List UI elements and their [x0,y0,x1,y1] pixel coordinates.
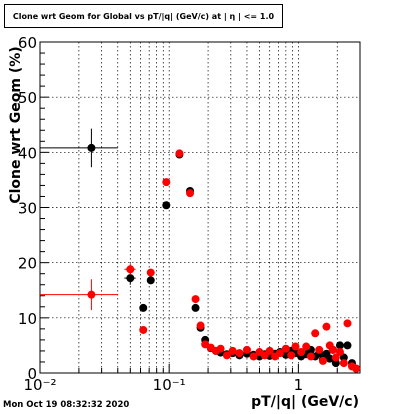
data-point [306,352,315,361]
data-point [242,345,251,354]
x-axis-label: pT/|q| (GeV/c) [251,394,359,410]
data-point [126,274,135,283]
y-tick-label: 30 [18,200,37,218]
data-point [287,351,296,360]
data-point [291,342,300,351]
data-point [228,346,237,355]
data-point [275,349,284,358]
y-axis-label: Clone wrt Geom (%) [8,46,24,203]
data-point [343,341,352,350]
y-tick-label: 10 [18,310,37,328]
data-point [162,178,171,187]
data-point [139,325,148,334]
data-point [281,344,290,353]
data-point [328,345,337,354]
x-tick-label: 10⁻¹ [153,376,186,394]
data-point [311,329,320,338]
data-point [318,356,327,365]
y-tick-label: 40 [18,144,37,162]
data-point [325,354,334,363]
data-point [126,265,135,274]
data-point [175,149,184,158]
data-point [191,303,200,312]
x-tick-label: 10⁻² [23,376,56,394]
data-point [331,359,340,368]
data-point [222,351,231,360]
data-point [339,359,348,368]
data-point [249,352,258,361]
data-point [343,319,352,328]
data-point [335,341,344,350]
data-point [322,322,331,331]
data-point [331,353,340,362]
y-tick-label: 0 [27,365,37,383]
data-point [87,143,96,152]
data-point [235,349,244,358]
data-point [139,303,148,312]
data-point [186,189,195,198]
data-point [352,364,361,373]
grid-lines [40,42,360,373]
y-tick-label: 50 [18,89,37,107]
data-point [297,348,306,357]
data-point [335,348,344,357]
y-tick-label: 20 [18,255,37,273]
data-point [216,344,225,353]
y-tick-label: 60 [18,34,37,52]
timestamp: Mon Oct 19 08:32:32 2020 [3,400,130,410]
axis-ticks: 0 10 20 30 40 50 60 10⁻² 10⁻¹ 1 [18,34,338,394]
data-point [265,346,274,355]
data-point [315,345,324,354]
x-tick-label: 1 [294,376,304,394]
data-marks [40,128,361,373]
chart-title: Clone wrt Geom for Global vs pT/|q| (GeV… [4,4,283,28]
chart-title-text: Clone wrt Geom for Global vs pT/|q| (GeV… [12,11,275,21]
data-point [162,201,171,210]
data-point [191,295,200,304]
data-point [302,342,311,351]
data-point [146,268,155,277]
data-point [87,290,96,299]
data-point [146,276,155,285]
data-point [196,321,205,330]
